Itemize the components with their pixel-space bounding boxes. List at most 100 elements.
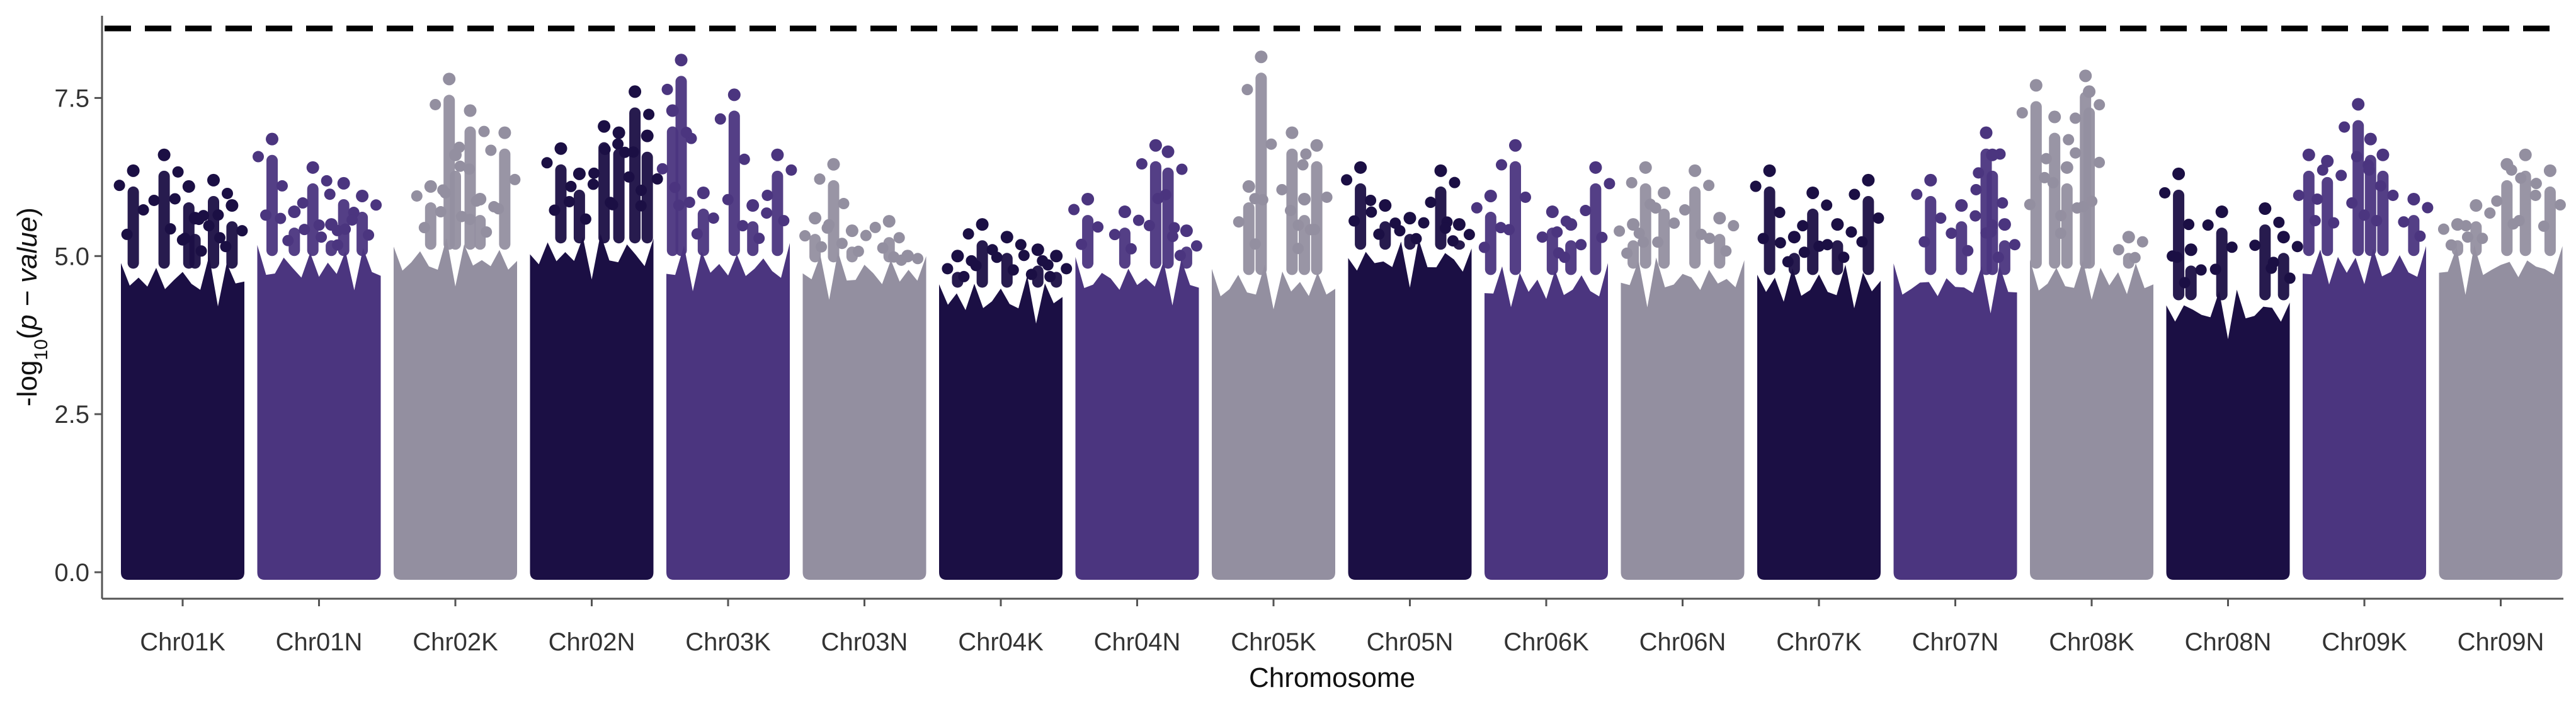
scatter-point [823, 219, 835, 231]
chromosome-band-Chr02N [530, 234, 654, 580]
scatter-point [1849, 188, 1861, 200]
scatter-point [1495, 222, 1507, 234]
peak-point [1298, 192, 1311, 205]
scatter-point [339, 223, 351, 235]
peak-point [1403, 212, 1416, 225]
peak-point [207, 173, 220, 187]
scatter-point [2024, 199, 2036, 210]
scatter-point [2016, 107, 2028, 119]
peak-point [1980, 126, 1993, 139]
x-tick-label: Chr07N [1912, 628, 1999, 656]
scatter-point [1614, 225, 1626, 237]
scatter-point [2071, 202, 2083, 214]
scatter-point [509, 173, 521, 185]
peak-point [2302, 148, 2315, 161]
scatter-point [481, 226, 493, 238]
scatter-point [1970, 183, 1982, 195]
scatter-point [2515, 172, 2527, 184]
peak-column [2216, 228, 2228, 301]
chromosome-band-Chr06N [1621, 257, 1745, 580]
x-tick-label: Chr02N [549, 628, 635, 656]
scatter-point [2159, 187, 2171, 199]
peak-column [1379, 221, 1391, 250]
scatter-point [1092, 221, 1104, 233]
peak-point [1379, 199, 1392, 212]
peak-column [2470, 221, 2482, 257]
scatter-point [2183, 219, 2195, 231]
peak-column [1435, 186, 1447, 250]
peak-column [1546, 228, 1558, 275]
scatter-point [816, 241, 828, 253]
scatter-point [1410, 233, 1422, 245]
peak-column [1986, 170, 1998, 275]
scatter-point [1166, 231, 1178, 243]
peak-column [1119, 228, 1131, 269]
scatter-point [888, 251, 900, 263]
x-tick-label: Chr02K [413, 628, 498, 656]
peak-point [666, 104, 679, 117]
peak-column [2377, 170, 2389, 257]
scatter-point [2445, 239, 2457, 251]
scatter-point [1997, 197, 2009, 209]
peak-point [1310, 139, 1323, 152]
scatter-point [2358, 209, 2370, 221]
peak-column [1299, 215, 1310, 275]
scatter-point [778, 215, 790, 227]
scatter-point [2335, 170, 2347, 182]
scatter-point [1621, 247, 1633, 259]
scatter-point [1633, 228, 1645, 239]
scatter-point [2507, 218, 2519, 230]
scatter-point [579, 213, 591, 225]
scatter-point [1496, 159, 1507, 171]
peak-column [2030, 101, 2042, 269]
peak-point [2060, 161, 2073, 174]
peak-point [1589, 161, 1602, 174]
peak-point [612, 126, 625, 139]
peak-point [337, 176, 350, 190]
peak-point [1242, 180, 1255, 193]
scatter-point [673, 199, 685, 211]
scatter-point [276, 180, 288, 192]
peak-column [266, 154, 278, 257]
scatter-point [958, 270, 970, 282]
scatter-point [1068, 204, 1080, 216]
peak-column [629, 107, 641, 244]
scatter-point [1798, 246, 1810, 258]
scatter-point [753, 233, 765, 245]
peak-point [2376, 148, 2390, 161]
scatter-point [1449, 176, 1461, 188]
peak-point [225, 199, 239, 212]
scatter-point [656, 163, 668, 175]
scatter-point [164, 223, 176, 235]
y-axis-ticks: 0.0 2.5 5.0 7.5 [54, 84, 102, 587]
peak-point [2451, 218, 2464, 231]
chromosome-band-Chr09K [2303, 246, 2426, 580]
peak-column [809, 234, 821, 263]
peak-column [1149, 161, 1161, 269]
peak-point [1955, 199, 1968, 212]
scatter-point [1018, 250, 1030, 262]
scatter-point [1190, 240, 1202, 252]
scatter-point [324, 188, 336, 200]
x-tick-label: Chr05N [1367, 628, 1454, 656]
peak-point [1689, 164, 1702, 177]
peak-column [1862, 195, 1874, 275]
scatter-point [1241, 84, 1253, 96]
scatter-point [121, 228, 133, 240]
peak-point [1118, 205, 1131, 219]
scatter-point [1774, 207, 1786, 219]
scatter-point [2538, 220, 2550, 232]
peak-column [613, 148, 625, 244]
scatter-point [2387, 189, 2399, 201]
peak-point [2470, 199, 2483, 212]
peak-column [1764, 186, 1775, 275]
scatter-point [1668, 217, 1680, 229]
scatter-point [440, 187, 451, 199]
x-axis-ticks: Chr01K Chr01N Chr02K Chr02N Chr03K Chr03N Chr0… [140, 599, 2544, 656]
peak-point [2364, 132, 2377, 146]
peak-column [158, 170, 170, 269]
scatter-point [785, 164, 797, 176]
peak-column [1925, 195, 1937, 275]
scatter-point [1652, 236, 1664, 248]
scatter-point [2094, 99, 2106, 111]
